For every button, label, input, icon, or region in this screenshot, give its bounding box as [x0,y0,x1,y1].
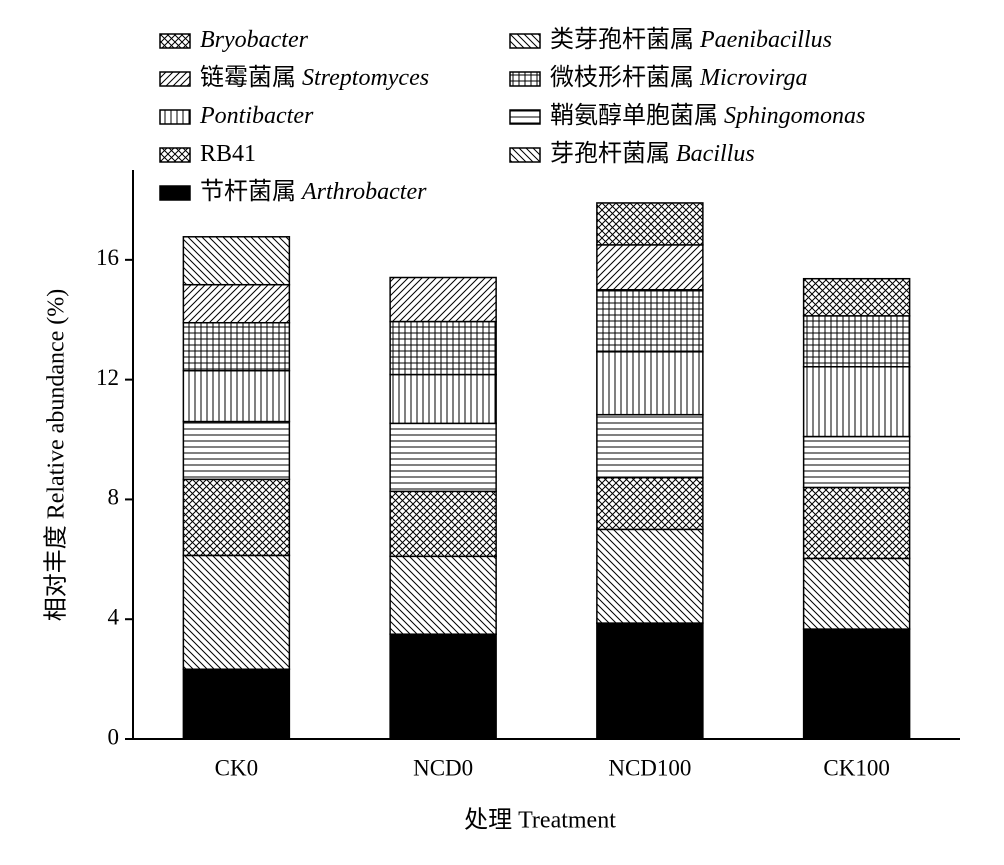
legend-label: 微枝形杆菌属 Microvirga [550,64,808,91]
legend-swatch [159,109,191,125]
legend-swatch [509,147,541,163]
x-axis-title: 处理 Treatment [464,807,616,834]
legend-label: 类芽孢杆菌属 Paenibacillus [550,26,832,53]
y-axis-title: 相对丰度 Relative abundance (%) [43,289,70,622]
bar-segment [389,633,497,740]
x-tick-label: CK100 [823,755,889,780]
bar-segment [802,486,911,560]
legend-label: 鞘氨醇单胞菌属 Sphingomonas [550,102,865,129]
bar-segment [182,668,291,740]
bar-segment [802,366,911,438]
legend-label: Bryobacter [200,27,309,53]
bar-segment [182,283,291,324]
legend-swatch [509,109,541,125]
bar-segment [182,478,291,557]
bar-segment [389,320,497,376]
y-tick-label: 8 [108,485,120,510]
x-tick-label: CK0 [215,755,258,780]
bar-segment [802,628,911,740]
x-tick-label: NCD100 [608,755,691,780]
bar-segment [389,555,497,635]
bar-segment [802,557,911,630]
bar-segment [596,413,704,479]
y-tick-label: 0 [108,724,120,749]
legend-swatch [509,71,541,87]
bar-segment [802,277,911,317]
bar-segment [802,435,911,489]
x-tick-label: NCD0 [413,755,473,780]
bar-segment [182,321,291,372]
bar-segment [182,420,291,481]
legend-swatch [159,71,191,87]
legend-swatch [159,33,191,49]
bar-segment [596,289,704,353]
bar-segment [596,528,704,624]
bar-segment [596,476,704,531]
legend-swatch [509,33,541,49]
legend-swatch [159,185,191,201]
bar-segment [182,369,291,423]
bar-segment [389,490,497,558]
bar-segment [596,622,704,740]
legend-label: RB41 [200,141,256,167]
legend-label: 芽孢杆菌属 Bacillus [550,140,755,167]
bar-segment [389,422,497,493]
legend-swatch [159,147,191,163]
bar-segment [182,236,291,286]
bar-segment [596,244,704,291]
bar-segment [802,315,911,368]
bar-segment [389,373,497,425]
y-tick-label: 16 [96,245,119,270]
bar-segment [389,276,497,323]
legend-label: Pontibacter [199,103,314,129]
bar-segment [182,554,291,670]
legend-label: 节杆菌属 Arthrobacter [200,178,427,205]
y-tick-label: 12 [96,365,119,390]
legend-label: 链霉菌属 Streptomyces [200,64,429,91]
bar-segment [596,351,704,416]
bar-segment [596,202,704,246]
y-tick-label: 4 [108,604,120,629]
